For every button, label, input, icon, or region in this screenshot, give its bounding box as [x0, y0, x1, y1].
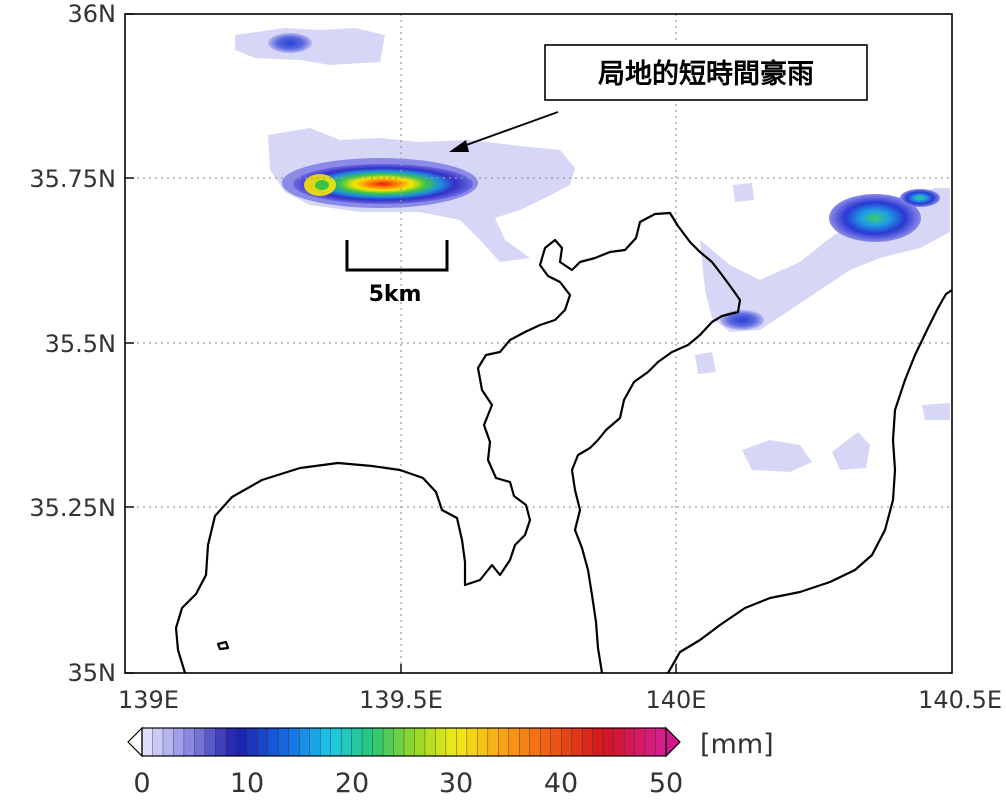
colorbar-cell: [403, 727, 415, 757]
colorbar-tick-30: 30: [439, 768, 473, 799]
colorbar-cell: [299, 727, 311, 757]
rain-cell-right: [829, 194, 921, 242]
colorbar-cell: [152, 727, 164, 757]
longitude-labels: 139E 139.5E 140E 140.5E: [118, 686, 1002, 714]
colorbar-cell: [288, 727, 300, 757]
coastline: [174, 211, 952, 673]
colorbar-cell: [340, 727, 353, 757]
colorbar: 0 10 20 30 40 50 [mm]: [127, 726, 774, 799]
colorbar-cell: [529, 727, 541, 757]
rain-cell-small: [268, 33, 312, 53]
colorbar-cell: [141, 727, 153, 757]
colorbar-cell: [550, 727, 562, 757]
colorbar-cell: [162, 727, 174, 757]
scale-bar-label: 5km: [369, 282, 422, 307]
colorbar-cell: [540, 727, 552, 757]
lat-label-36n: 36N: [68, 0, 117, 28]
colorbar-cell: [644, 727, 657, 757]
colorbar-cell: [204, 727, 216, 757]
lon-label-140-5e: 140.5E: [918, 686, 1002, 714]
lon-label-139e: 139E: [118, 686, 179, 714]
colorbar-cell: [382, 727, 395, 757]
colorbar-cell: [257, 727, 269, 757]
colorbar-tick-50: 50: [649, 768, 683, 799]
colorbar-cell: [225, 727, 237, 757]
colorbar-left-arrow: [127, 726, 143, 758]
precipitation-field: [235, 28, 950, 472]
colorbar-cell: [393, 727, 405, 757]
colorbar-cell: [278, 727, 290, 757]
light-rain-area: [922, 403, 950, 420]
arrow-head: [449, 140, 469, 152]
colorbar-cell: [236, 727, 248, 757]
colorbar-cell: [655, 727, 667, 757]
annotation-text: 局地的短時間豪雨: [598, 58, 814, 90]
colorbar-cell: [330, 727, 342, 757]
colorbar-cell: [487, 727, 499, 757]
rain-cell-core: [315, 180, 329, 190]
rain-cell-heavy: [293, 164, 473, 204]
light-rain-area: [695, 352, 716, 374]
colorbar-cell: [183, 727, 195, 757]
axis-ticks: [125, 13, 677, 674]
annotation-arrow: [457, 111, 559, 149]
rain-cell-right: [900, 189, 940, 207]
colorbar-cell: [508, 727, 520, 757]
colorbar-tick-40: 40: [544, 768, 578, 799]
colorbar-cell: [309, 727, 321, 757]
light-rain-area: [733, 183, 754, 202]
colorbar-cell: [477, 727, 489, 757]
colorbar-cell: [623, 727, 636, 757]
colorbar-cell: [498, 727, 510, 757]
colorbar-cell: [414, 727, 426, 757]
colorbar-frame: [141, 727, 667, 757]
colorbar-unit-label: [mm]: [700, 729, 774, 760]
colorbar-cell: [215, 727, 227, 757]
colorbar-cell: [351, 727, 363, 757]
latitude-labels: 36N 35.75N 35.5N 35.25N 35N: [29, 0, 116, 687]
colorbar-ticks: 0 10 20 30 40 50: [133, 768, 683, 799]
colorbar-cell: [445, 727, 457, 757]
colorbar-cell: [372, 727, 384, 757]
colorbar-cell: [561, 727, 573, 757]
colorbar-cell: [602, 727, 615, 757]
colorbar-cell: [519, 727, 531, 757]
lon-label-140e: 140E: [646, 686, 707, 714]
annotation-box: [544, 44, 868, 101]
colorbar-cell: [581, 727, 594, 757]
colorbar-cell: [361, 727, 374, 757]
colorbar-cell: [592, 727, 604, 757]
grid-lines: [125, 14, 952, 673]
colorbar-tick-10: 10: [230, 768, 264, 799]
colorbar-cell: [571, 727, 583, 757]
colorbar-tick-20: 20: [335, 768, 369, 799]
colorbar-cell: [634, 727, 646, 757]
colorbar-cell: [424, 727, 436, 757]
colorbar-cell: [173, 727, 185, 757]
colorbar-cell: [456, 727, 468, 757]
scale-bar: 5km: [345, 240, 449, 307]
rain-cell-small: [720, 310, 764, 330]
lat-label-35-75n: 35.75N: [29, 165, 116, 193]
colorbar-cell: [194, 727, 206, 757]
colorbar-cell: [319, 727, 332, 757]
colorbar-cell: [613, 727, 625, 757]
colorbar-cell: [267, 727, 279, 757]
colorbar-cell: [246, 727, 258, 757]
light-rain-area: [742, 440, 812, 472]
lat-label-35-25n: 35.25N: [29, 494, 116, 522]
lat-label-35-5n: 35.5N: [45, 330, 116, 358]
light-rain-area: [832, 432, 870, 470]
colorbar-tick-0: 0: [133, 768, 150, 799]
colorbar-cell: [466, 727, 478, 757]
lat-label-35n: 35N: [68, 659, 117, 687]
colorbar-right-arrow: [665, 726, 681, 758]
annotation: 局地的短時間豪雨: [449, 44, 868, 152]
lon-label-139-5e: 139.5E: [359, 686, 443, 714]
colorbar-cell: [435, 727, 447, 757]
